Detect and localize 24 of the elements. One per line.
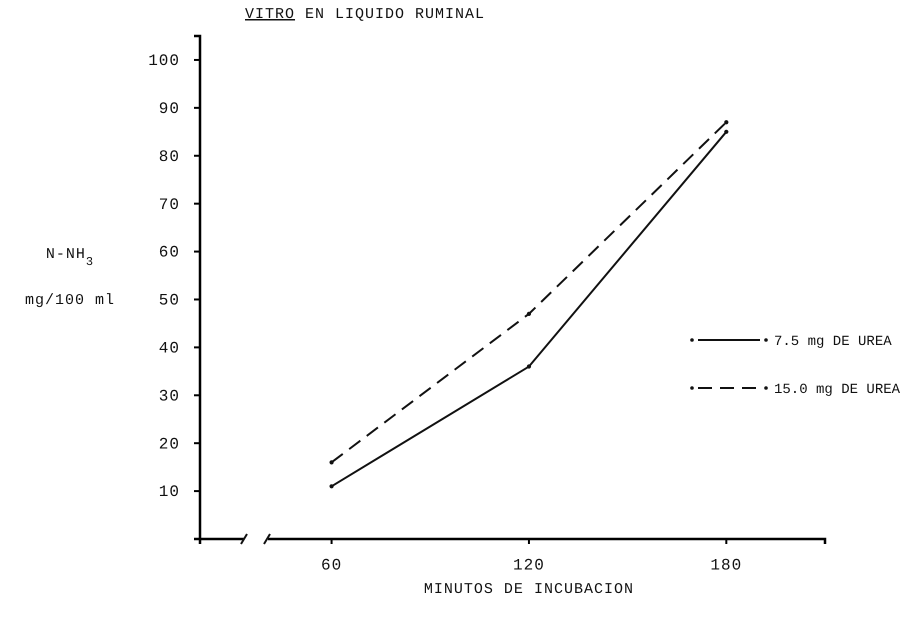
y-tick-label: 90 (158, 100, 180, 118)
x-axis-title: MINUTOS DE INCUBACION (424, 581, 634, 598)
x-tick-label: 60 (320, 556, 342, 574)
y-tick-label: 100 (148, 52, 180, 70)
y-tick-label: 80 (158, 148, 180, 166)
y-tick-label: 40 (158, 340, 180, 358)
x-tick-label: 180 (710, 556, 742, 574)
point (526, 312, 532, 316)
point (724, 120, 728, 124)
y-tick-label: 50 (158, 292, 180, 310)
y-tick-label: 60 (158, 244, 180, 262)
point (329, 460, 334, 464)
legend-label: 15.0 mg DE UREA (774, 382, 901, 398)
y-tick-label: 30 (158, 387, 180, 406)
y-tick-label: 20 (158, 435, 180, 454)
x-tick-label: 120 (513, 556, 545, 574)
point (724, 130, 728, 134)
chart-title: VITRO EN LIQUIDO RUMINAL (245, 6, 486, 23)
text: N-NH$_{3}$ mg/100 ml (24, 246, 116, 309)
point (526, 364, 532, 369)
y-tick-label: 70 (158, 196, 180, 214)
y-tick-label: 10 (158, 483, 180, 502)
legend-label: 7.5 mg DE UREA (774, 334, 892, 350)
point (329, 484, 334, 488)
